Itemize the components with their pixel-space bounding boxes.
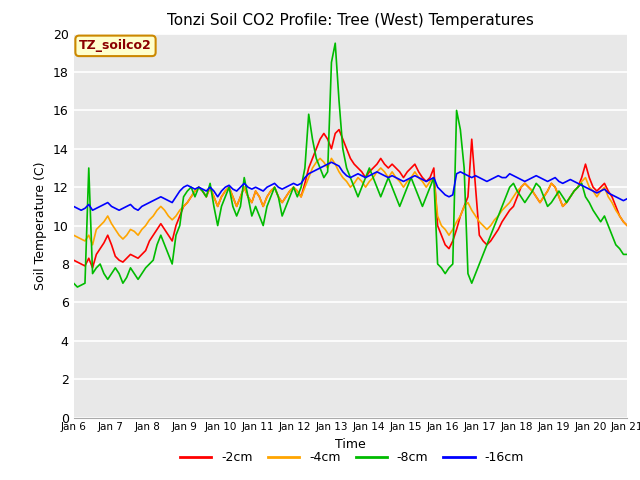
Y-axis label: Soil Temperature (C): Soil Temperature (C)	[35, 161, 47, 290]
Title: Tonzi Soil CO2 Profile: Tree (West) Temperatures: Tonzi Soil CO2 Profile: Tree (West) Temp…	[167, 13, 534, 28]
X-axis label: Time: Time	[335, 438, 366, 451]
Text: TZ_soilco2: TZ_soilco2	[79, 39, 152, 52]
Legend: -2cm, -4cm, -8cm, -16cm: -2cm, -4cm, -8cm, -16cm	[175, 446, 529, 469]
